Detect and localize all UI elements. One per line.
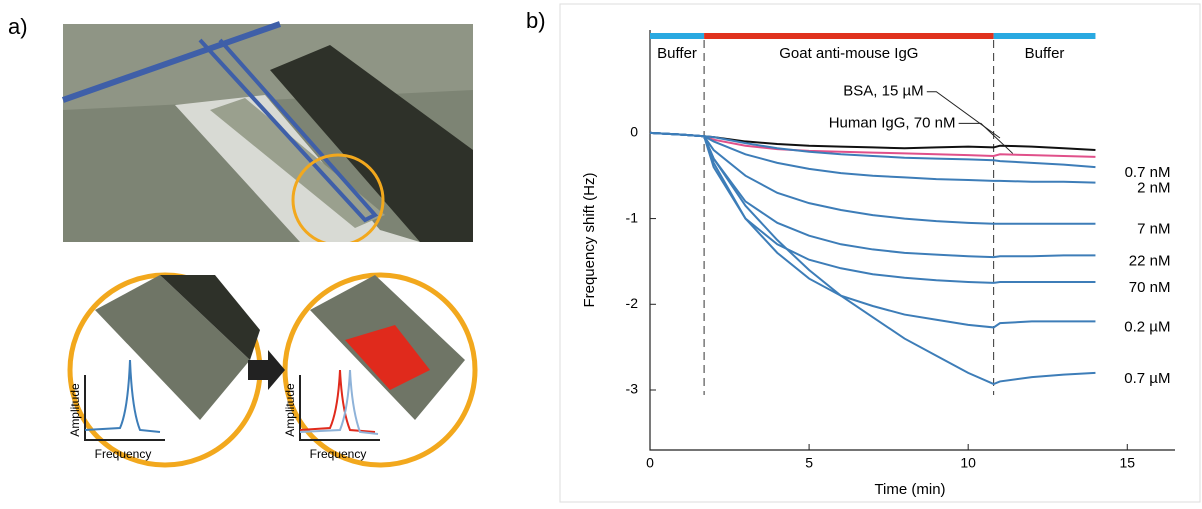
phase-label: Goat anti-mouse IgG	[779, 45, 918, 62]
series-label: 0.2 µM	[1124, 318, 1170, 335]
x-axis-title: Time (min)	[874, 481, 945, 498]
phase-label: Buffer	[657, 45, 697, 62]
axis-label: Amplitude	[68, 383, 82, 437]
y-tick-label: -1	[626, 209, 639, 225]
page: Amplitude Frequency Amplitude Frequency …	[0, 0, 1202, 504]
leader-line	[959, 123, 1013, 153]
series-label: 22 nM	[1129, 252, 1171, 269]
phase-label: Buffer	[1025, 45, 1065, 62]
y-tick-label: -3	[626, 381, 639, 397]
series-label: Human IgG, 70 nM	[829, 114, 956, 131]
axis-label: Frequency	[95, 447, 152, 461]
series-label: 2 nM	[1137, 180, 1170, 197]
series-label: 7 nM	[1137, 221, 1170, 238]
y-tick-label: -2	[626, 295, 639, 311]
series-label: BSA, 15 µM	[843, 83, 923, 100]
axis-label: Frequency	[310, 447, 367, 461]
axis-label: Amplitude	[283, 383, 297, 437]
panel-label: a)	[8, 14, 28, 39]
illustration: Amplitude Frequency Amplitude Frequency	[63, 24, 475, 480]
panel-frame	[560, 4, 1200, 502]
figure: Amplitude Frequency Amplitude Frequency …	[0, 0, 1202, 504]
x-tick-label: 0	[646, 455, 654, 471]
series-line	[650, 133, 1095, 150]
x-tick-label: 10	[960, 455, 976, 471]
x-tick-label: 15	[1119, 455, 1135, 471]
series-label: 0.7 µM	[1124, 370, 1170, 387]
y-tick-label: 0	[630, 124, 638, 140]
panel-label: b)	[526, 8, 546, 33]
y-axis-title: Frequency shift (Hz)	[581, 172, 598, 307]
series-label: 70 nM	[1129, 279, 1171, 296]
x-tick-label: 5	[805, 455, 813, 471]
